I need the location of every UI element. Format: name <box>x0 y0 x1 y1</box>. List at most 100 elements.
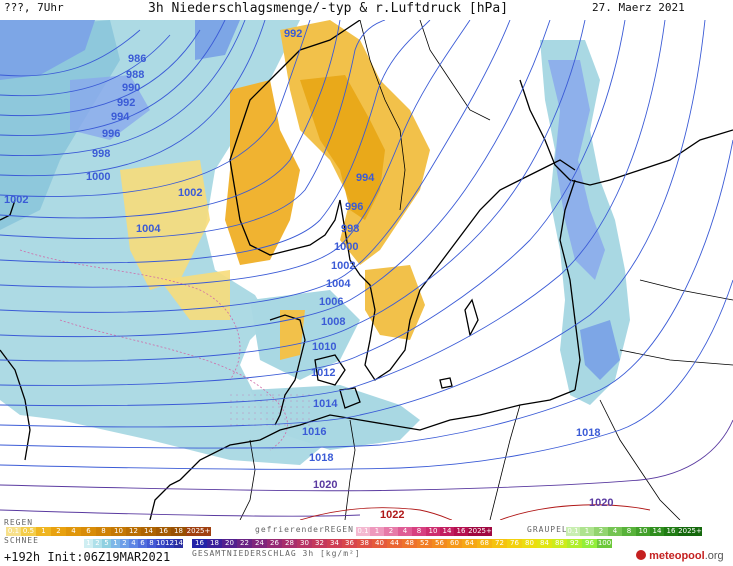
scale-swatch: 34 <box>327 539 342 548</box>
scale-swatch: 18 <box>171 527 186 536</box>
meteopool-logo[interactable]: meteopool.org <box>636 550 724 562</box>
coast-netherlands <box>149 479 181 520</box>
scale-swatch: 24 <box>252 539 267 548</box>
scale-swatch: 12 <box>126 527 141 536</box>
isobar-label: 1016 <box>302 426 326 438</box>
scale-swatch: 10 <box>636 527 650 536</box>
coast-denmark <box>269 314 306 426</box>
scale-swatch: 16 <box>156 527 171 536</box>
scale-swatch: 44 <box>387 539 402 548</box>
scale-swatch: 1 <box>36 527 51 536</box>
scale-swatch: 100 <box>597 539 612 548</box>
scale-swatch: 2 <box>384 527 398 536</box>
map-canvas: 986 988 990 992 994 996 998 1000 1002 10… <box>0 20 733 520</box>
isobar-label: 1012 <box>311 367 335 379</box>
scale-swatch: 2025+ <box>678 527 702 536</box>
isobar-label: 990 <box>122 82 140 94</box>
scale-swatch: 20 <box>222 539 237 548</box>
rain-area-norway-west <box>225 80 300 265</box>
scale-swatch: 14 <box>174 539 183 548</box>
scale-swatch: 10 <box>426 527 440 536</box>
snow-label: SCHNEE <box>4 536 39 545</box>
scale-swatch: 26 <box>267 539 282 548</box>
freezing-rain-contour-2 <box>59 319 288 451</box>
scale-swatch: 10 <box>111 527 126 536</box>
isobar-label: 1006 <box>319 296 343 308</box>
snow-area-blue-1 <box>0 20 95 80</box>
precipitation-legend: REGEN 0.1 0.5 1 2 4 6 8 10 12 14 16 18 2025+ gefrier… <box>0 518 733 566</box>
scale-swatch: 10 <box>156 539 165 548</box>
snow-area-blue-2 <box>70 75 150 140</box>
scale-swatch: 2 <box>120 539 129 548</box>
isobar-label: 1000 <box>86 171 110 183</box>
snow-area-skagerrak <box>250 290 360 380</box>
coast-sweden <box>339 159 576 381</box>
isobar-label: 992 <box>117 97 135 109</box>
scale-swatch: 2 <box>93 539 102 548</box>
isobar-label: 986 <box>128 53 146 65</box>
scale-swatch: 14 <box>650 527 664 536</box>
map-date: 27. Maerz 2021 <box>592 1 685 14</box>
isobar-label: 1008 <box>321 316 345 328</box>
snow-area-baltic-blue <box>548 60 605 280</box>
scale-swatch: 28 <box>282 539 297 548</box>
isobar-label: 992 <box>284 28 302 40</box>
snow-area-blue-3 <box>195 20 240 60</box>
total-precip-color-scale: 16 18 20 22 24 26 28 30 32 34 36 38 40 44 48 52 56 60 64 68… <box>192 539 612 548</box>
scale-swatch: 8 <box>622 527 636 536</box>
isobar-label: 988 <box>126 69 144 81</box>
coast-scotland <box>0 199 16 221</box>
snow-color-scale: 1 2 5 1 2 4 6 8 10 12 14 <box>84 539 183 548</box>
scale-swatch: 16 <box>664 527 678 536</box>
scale-swatch: 1 <box>84 539 93 548</box>
rain-color-scale: 0.1 0.5 1 2 4 6 8 10 12 14 16 18 2025+ <box>6 527 211 536</box>
scale-swatch: 6 <box>81 527 96 536</box>
isobar-label: 998 <box>341 223 359 235</box>
scale-swatch: 92 <box>567 539 582 548</box>
isobar-label: 1020 <box>313 479 337 491</box>
scale-swatch: 60 <box>447 539 462 548</box>
isobar-label: 1002 <box>331 260 355 272</box>
coast-uk-east <box>0 349 31 461</box>
freezing-rain-color-scale: 0.1 1 2 4 8 10 14 16 2025+ <box>356 527 492 536</box>
total-precip-label: GESAMTNIEDERSCHLAG 3h [kg/m²] <box>192 549 361 558</box>
isobar-label: 1002 <box>4 194 28 206</box>
precipitation-layer <box>0 20 630 465</box>
scale-swatch: 1 <box>111 539 120 548</box>
scale-swatch: 14 <box>141 527 156 536</box>
coast-norway <box>229 20 361 256</box>
scale-swatch: 96 <box>582 539 597 548</box>
isobar-label: 1004 <box>136 223 161 235</box>
scale-swatch: 4 <box>398 527 412 536</box>
scale-swatch: 4 <box>129 539 138 548</box>
scale-swatch: 2025+ <box>186 527 211 536</box>
map-title: 3h Niederschlagsmenge/-typ & r.Luftdruck… <box>148 1 509 16</box>
isobar-label: 1010 <box>312 341 336 353</box>
scale-swatch: 8 <box>147 539 156 548</box>
regen-label: REGEN <box>4 518 34 527</box>
coast-germany <box>179 389 576 481</box>
freezing-rain-contour <box>19 249 241 381</box>
coast-gotland <box>464 298 479 337</box>
scale-swatch: 64 <box>462 539 477 548</box>
graupel-label: GRAUPEL <box>527 525 568 534</box>
scale-swatch: 4 <box>608 527 622 536</box>
isobar-lines <box>0 20 733 520</box>
isobar-label: 1020 <box>589 497 613 509</box>
scale-swatch: 8 <box>412 527 426 536</box>
scale-swatch: 30 <box>297 539 312 548</box>
coast-danish-islands <box>314 354 361 409</box>
coast-bornholm <box>439 377 453 389</box>
brand-name: meteopool <box>649 550 705 562</box>
scale-swatch: 8 <box>96 527 111 536</box>
scale-swatch: 0.5 <box>21 527 36 536</box>
isobar-label: 994 <box>356 172 375 184</box>
isobar-label: 1018 <box>576 427 600 439</box>
scale-swatch: 80 <box>522 539 537 548</box>
scale-swatch: 0.1 <box>356 527 370 536</box>
scale-swatch: 1 <box>580 527 594 536</box>
isobar-label: 1004 <box>326 278 351 290</box>
scale-swatch: 38 <box>357 539 372 548</box>
country-borders <box>239 20 733 520</box>
isobar-label: 1022 <box>380 509 404 520</box>
